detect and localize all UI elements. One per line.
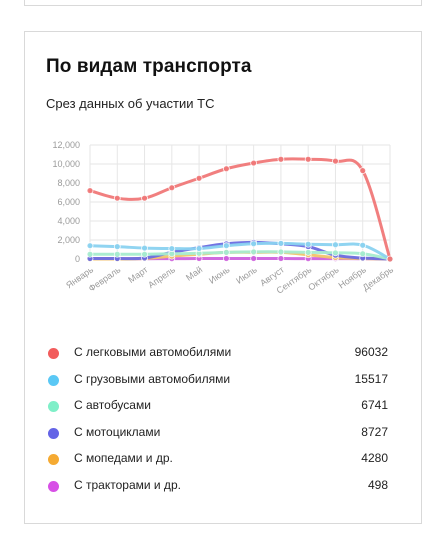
legend-item-cars[interactable]: С легковыми автомобилями 96032: [43, 342, 388, 369]
tractors-dot-icon: [48, 480, 59, 492]
data-point: [332, 249, 339, 257]
motorcycles-dot-icon: [48, 427, 59, 439]
legend-item-tractors[interactable]: С тракторами и др. 498: [43, 475, 388, 502]
legend-value: 4280: [361, 451, 388, 466]
legend-item-motorcycles[interactable]: С мотоциклами 8727: [43, 422, 388, 449]
data-point: [359, 167, 367, 175]
x-tick-label: Октябрь: [306, 264, 341, 292]
legend-label: С грузовыми автомобилями: [74, 371, 231, 386]
data-point: [250, 240, 258, 248]
y-tick-label: 6,000: [57, 197, 80, 207]
data-point: [222, 242, 230, 250]
data-point: [304, 248, 312, 256]
data-point: [113, 194, 121, 202]
y-tick-label: 4,000: [57, 216, 80, 226]
legend-label: С автобусами: [74, 398, 151, 413]
x-tick-label: Июнь: [207, 264, 232, 285]
data-point: [222, 248, 230, 256]
mopeds-dot-icon: [48, 454, 59, 466]
trucks-dot-icon: [48, 374, 59, 386]
legend-value: 8727: [361, 424, 388, 439]
data-point: [277, 155, 285, 163]
data-point: [359, 250, 367, 258]
data-point: [168, 184, 176, 192]
line-chart: 02,0004,0006,0008,00010,00012,000ЯнварьФ…: [52, 140, 396, 296]
data-point: [86, 250, 94, 258]
data-point: [86, 242, 94, 250]
data-point: [332, 157, 339, 165]
buses-dot-icon: [48, 401, 59, 413]
y-tick-label: 0: [75, 254, 80, 264]
x-tick-label: Декабрь: [361, 264, 396, 292]
y-tick-label: 12,000: [52, 140, 80, 150]
cars-dot-icon: [48, 348, 59, 359]
legend: С легковыми автомобилями 96032 С грузовы…: [43, 342, 388, 502]
data-point: [250, 248, 258, 256]
data-point: [113, 243, 121, 251]
y-tick-label: 8,000: [57, 178, 80, 188]
data-point: [304, 155, 312, 163]
card-title: По видам транспорта: [46, 56, 252, 77]
data-point: [250, 159, 258, 167]
legend-value: 6741: [361, 398, 388, 413]
legend-item-trucks[interactable]: С грузовыми автомобилями 15517: [43, 369, 388, 396]
legend-item-buses[interactable]: С автобусами 6741: [43, 395, 388, 422]
data-point: [222, 165, 230, 173]
legend-label: С мотоциклами: [74, 424, 161, 439]
data-point: [168, 245, 176, 252]
data-point: [359, 241, 367, 249]
data-point: [195, 174, 203, 182]
data-point: [277, 255, 285, 262]
legend-value: 15517: [354, 371, 388, 386]
legend-label: С легковыми автомобилями: [74, 345, 232, 359]
x-tick-label: Май: [184, 264, 204, 282]
data-point: [86, 187, 94, 195]
data-point: [113, 250, 121, 258]
y-tick-label: 2,000: [57, 235, 80, 245]
legend-label: С тракторами и др.: [74, 477, 181, 492]
y-tick-label: 10,000: [52, 159, 80, 169]
card-subtitle: Срез данных об участии ТС: [46, 96, 215, 111]
data-point: [195, 245, 203, 252]
data-point: [141, 194, 148, 202]
data-point: [332, 241, 339, 249]
data-point: [141, 244, 148, 252]
data-point: [277, 239, 285, 247]
data-point: [222, 255, 230, 262]
legend-value: 498: [367, 477, 388, 492]
previous-card-edge: [24, 0, 422, 6]
legend-label: С мопедами и др.: [74, 451, 173, 466]
x-tick-label: Апрель: [146, 264, 177, 290]
data-point: [277, 248, 285, 256]
data-point: [250, 255, 258, 262]
transport-card: По видам транспорта Срез данных об участ…: [24, 31, 422, 524]
legend-value: 96032: [354, 345, 388, 359]
x-tick-label: Июль: [234, 264, 259, 286]
data-point: [386, 255, 394, 263]
data-point: [304, 240, 312, 248]
data-point: [141, 250, 148, 258]
legend-item-mopeds[interactable]: С мопедами и др. 4280: [43, 448, 388, 475]
